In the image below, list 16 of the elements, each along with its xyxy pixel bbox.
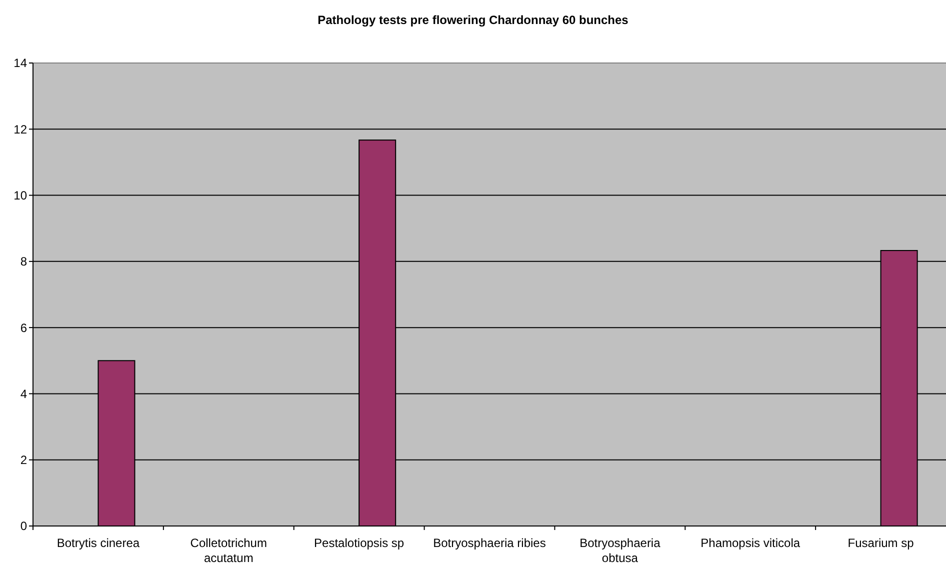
y-tick-label: 12 <box>14 122 28 136</box>
y-tick-label: 8 <box>20 254 28 269</box>
chart-title: Pathology tests pre flowering Chardonnay 60 bunches <box>318 13 629 27</box>
x-tick-label: Botryosphaeria obtusa <box>580 536 661 565</box>
y-tick-label: 10 <box>14 188 28 202</box>
x-tick-label: Botrytis cinerea <box>56 536 140 550</box>
x-tick-label: Fusarium sp <box>848 536 914 550</box>
y-tick-label: 6 <box>20 320 28 335</box>
y-tick-label: 4 <box>20 386 28 401</box>
y-tick-label: 14 <box>14 56 28 70</box>
x-tick-label: Phamopsis viticola <box>700 536 800 550</box>
x-tick-label: Botryosphaeria ribies <box>433 536 546 550</box>
x-tick-label: Colletotrichum acutatum <box>190 536 267 565</box>
x-tick-label: Pestalotiopsis sp <box>314 536 404 550</box>
y-tick-label: 2 <box>20 453 28 468</box>
y-tick-label: 0 <box>20 519 28 534</box>
